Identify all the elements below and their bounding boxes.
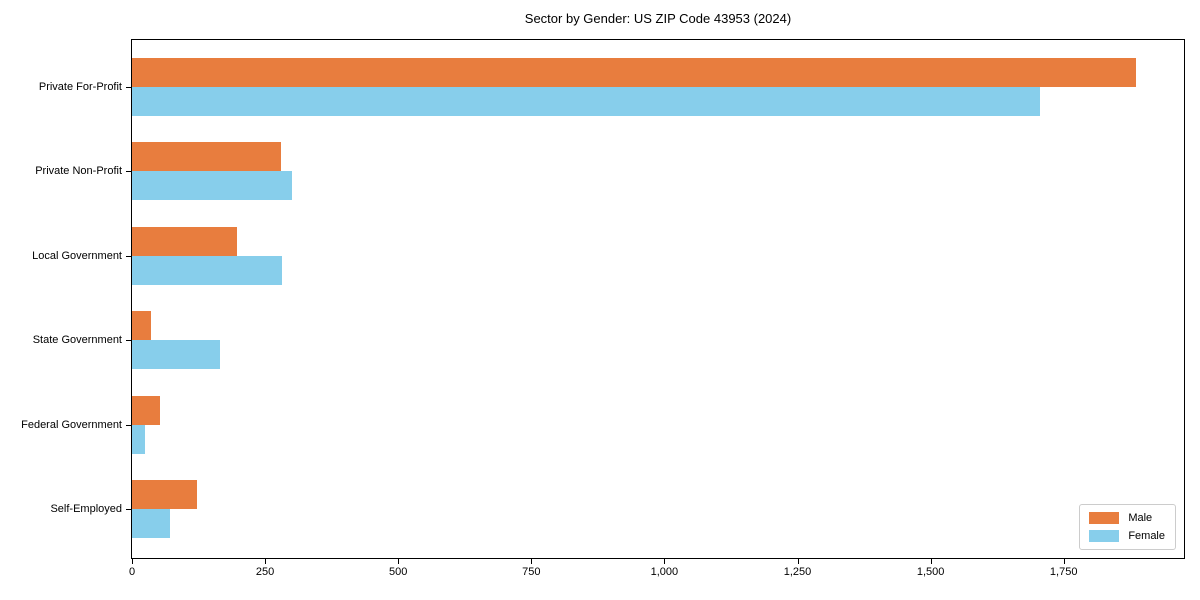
bar-female-private-non-profit [132,171,292,201]
bar-female-self-employed [132,509,171,538]
legend-item-male: Male [1089,512,1165,524]
bar-male-private-non-profit [132,142,282,172]
x-axis-tick-label: 1,750 [1049,566,1078,578]
x-tick-mark [1063,559,1065,564]
y-tick-mark [126,509,131,510]
legend-swatch-female [1089,530,1120,542]
y-tick-mark [126,171,131,173]
y-axis-category-label: Private For-Profit [38,81,122,93]
x-tick-mark [664,559,666,564]
y-axis-category-label: State Government [32,334,122,347]
x-tick-mark [531,559,533,564]
y-tick-mark [126,87,131,88]
y-axis-category-label: Local Government [32,249,122,262]
legend-swatch-male [1089,512,1120,524]
bar-female-private-for-profit [132,87,1040,116]
legend-item-female: Female [1089,530,1165,542]
plot-area: Male Female [131,39,1185,559]
y-axis-category-label: Private Non-Profit [35,165,122,178]
y-tick-mark [126,424,131,426]
bar-male-state-government [132,311,152,341]
bar-female-local-government [132,255,282,285]
x-axis-tick-label: 1,500 [916,566,945,578]
x-tick-mark [132,559,133,564]
x-axis-tick-label: 1,250 [783,566,812,578]
chart-title: Sector by Gender: US ZIP Code 43953 (202… [524,11,792,26]
legend-label: Male [1128,512,1153,524]
bar-male-federal-government [132,395,161,425]
bar-male-local-government [132,226,238,256]
x-axis-tick-label: 750 [522,566,541,578]
x-tick-mark [398,559,400,564]
x-tick-mark [797,559,799,564]
bar-male-private-for-profit [132,58,1136,87]
bar-female-state-government [132,340,220,370]
x-tick-mark [930,559,932,564]
legend: Male Female [1079,504,1176,550]
y-axis-category-label: Federal Government [21,418,122,431]
bar-male-self-employed [132,480,197,509]
x-axis-tick-label: 250 [255,566,275,578]
y-tick-mark [126,340,131,342]
x-axis-tick-label: 1,000 [650,566,679,578]
x-tick-mark [265,559,267,564]
x-axis-tick-label: 500 [389,566,408,578]
x-axis-tick-label: 0 [128,566,136,578]
bar-female-federal-government [132,424,146,454]
y-tick-mark [126,255,131,257]
y-axis-category-label: Self-Employed [50,503,122,515]
legend-label: Female [1128,530,1165,542]
